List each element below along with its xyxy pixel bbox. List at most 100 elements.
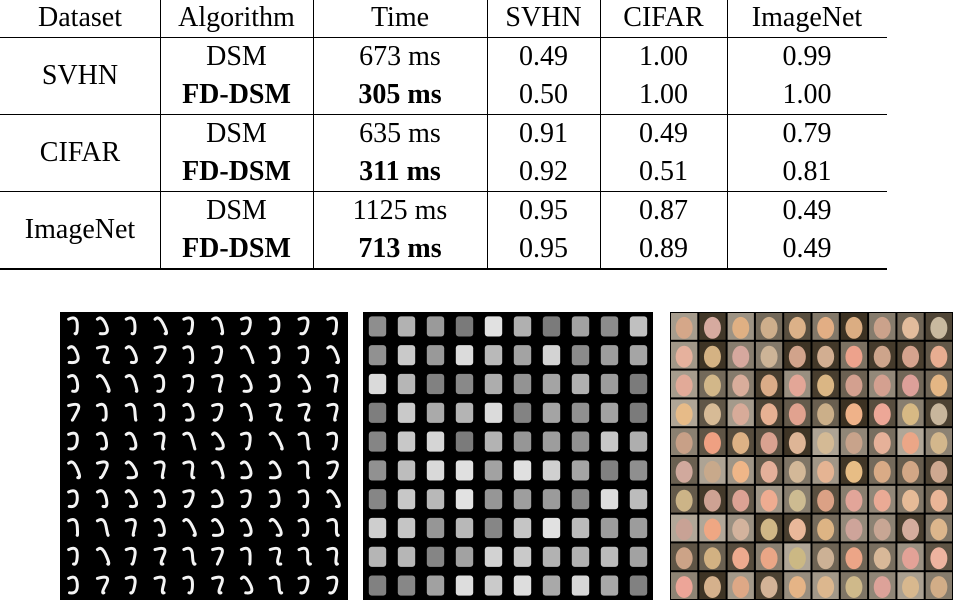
sample-image xyxy=(675,403,693,426)
sample-image xyxy=(629,546,648,567)
sample-image xyxy=(124,489,139,509)
sample-image xyxy=(153,402,166,422)
table-cell: 0.49 xyxy=(782,233,832,264)
sample-image xyxy=(760,576,778,598)
sample-image xyxy=(95,460,109,480)
sample-image xyxy=(873,403,891,426)
sample-image xyxy=(268,316,281,336)
sample-image xyxy=(788,374,806,397)
sample-image xyxy=(397,460,416,481)
sample-image xyxy=(845,316,863,339)
sample-image xyxy=(703,403,721,426)
sample-image xyxy=(571,546,590,567)
sample-image xyxy=(95,345,111,365)
sample-image xyxy=(67,575,79,595)
table-cell: 713 ms xyxy=(358,233,442,264)
sample-image xyxy=(397,402,416,423)
sample-image xyxy=(455,345,474,366)
sample-image xyxy=(732,316,750,339)
sample-image xyxy=(153,431,166,451)
sample-image xyxy=(817,489,835,512)
table-cell: FD-DSM xyxy=(182,233,291,264)
sample-image xyxy=(182,431,197,451)
header-cell: ImageNet xyxy=(751,2,863,33)
sample-image xyxy=(182,345,195,365)
dataset-cell: SVHN xyxy=(41,60,119,91)
sample-image xyxy=(571,373,590,395)
sample-image xyxy=(600,460,619,481)
sample-image xyxy=(817,460,835,483)
sample-image xyxy=(930,576,948,598)
sample-image xyxy=(513,345,532,366)
sample-image xyxy=(368,489,387,510)
sample-image xyxy=(760,547,778,570)
sample-image xyxy=(484,345,503,366)
sample-image xyxy=(239,489,252,509)
sample-image xyxy=(95,316,109,336)
sample-image xyxy=(426,345,445,366)
sample-image xyxy=(902,460,920,483)
sample-image xyxy=(426,431,445,452)
sample-image xyxy=(873,518,891,541)
sample-image xyxy=(513,460,532,481)
sample-image xyxy=(426,402,445,423)
sample-image xyxy=(629,402,648,423)
sample-image xyxy=(675,460,693,483)
sample-image xyxy=(513,575,532,596)
sample-image xyxy=(571,517,590,539)
sample-image xyxy=(326,460,339,480)
table-cell: DSM xyxy=(206,41,267,72)
sample-image xyxy=(571,316,590,337)
sample-image xyxy=(817,432,835,454)
face-samples xyxy=(670,312,953,600)
sample-image xyxy=(788,576,806,598)
sample-image xyxy=(542,575,561,596)
sample-image xyxy=(542,431,561,452)
sample-image xyxy=(153,489,167,509)
sample-image xyxy=(484,402,503,423)
sample-image xyxy=(368,345,387,366)
sample-image xyxy=(542,316,561,337)
header-cell: CIFAR xyxy=(623,2,704,33)
sample-image xyxy=(484,517,503,539)
sample-image xyxy=(297,460,311,480)
sample-image xyxy=(703,345,721,368)
sample-image xyxy=(455,517,474,539)
column-rule xyxy=(727,0,728,268)
sample-image xyxy=(153,460,166,480)
sample-image xyxy=(845,374,863,397)
sample-image xyxy=(95,431,109,451)
sample-image xyxy=(368,546,387,567)
sample-image xyxy=(542,489,561,510)
sample-image xyxy=(571,431,590,452)
sample-image xyxy=(760,345,778,368)
sample-image xyxy=(268,546,283,566)
sample-image xyxy=(484,575,503,596)
sample-image xyxy=(788,460,806,483)
sample-image xyxy=(732,576,750,598)
sample-image xyxy=(902,518,920,541)
header-cell: Algorithm xyxy=(178,2,295,33)
sample-image xyxy=(675,316,693,339)
sample-image xyxy=(930,432,948,454)
sample-image xyxy=(397,345,416,366)
sample-image xyxy=(873,489,891,512)
sample-image xyxy=(542,460,561,481)
sample-image xyxy=(124,518,137,537)
sample-image xyxy=(732,547,750,570)
sample-image xyxy=(873,345,891,368)
table-cell: 635 ms xyxy=(359,118,441,149)
sample-image xyxy=(67,518,80,537)
sample-image xyxy=(397,316,416,337)
sample-image xyxy=(182,546,197,566)
sample-image xyxy=(60,312,348,600)
sample-image xyxy=(629,460,648,481)
sample-image xyxy=(326,316,338,336)
sample-image xyxy=(675,432,693,454)
sample-image xyxy=(845,518,863,541)
sample-image xyxy=(845,432,863,454)
sample-image xyxy=(788,316,806,339)
sample-image xyxy=(484,316,503,337)
sample-image xyxy=(182,489,195,509)
sample-image xyxy=(67,402,81,422)
